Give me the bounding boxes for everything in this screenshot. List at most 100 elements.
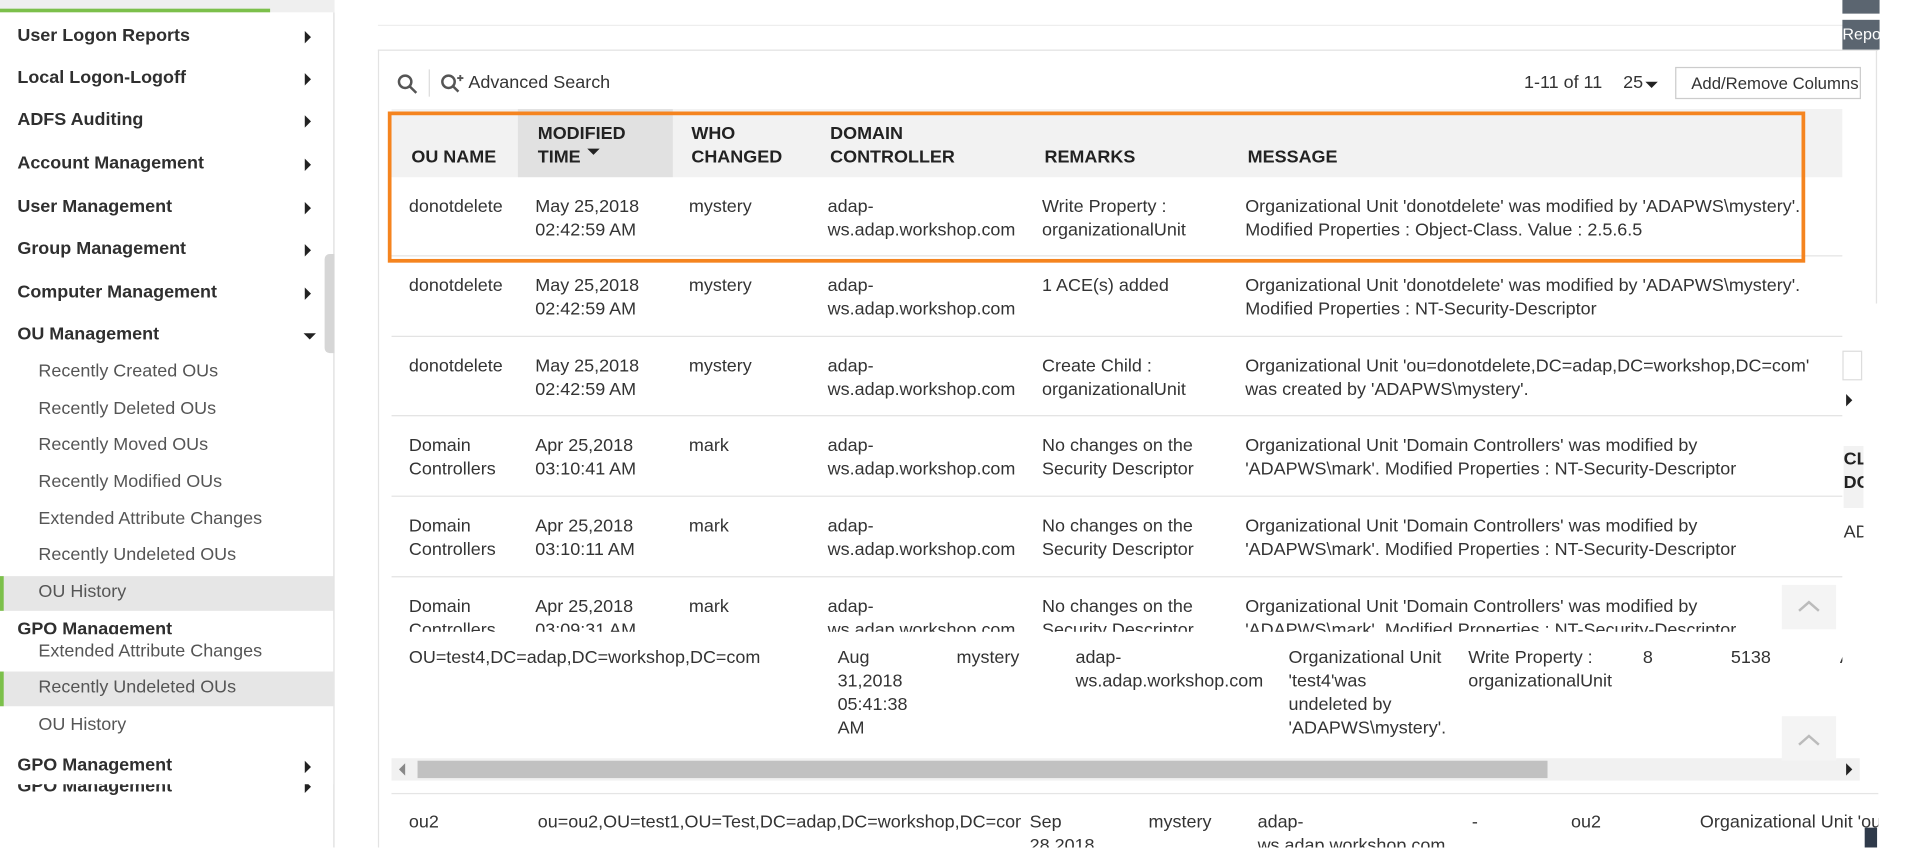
page-size[interactable]: 25 xyxy=(1623,73,1644,93)
panel-edge xyxy=(1875,49,1878,304)
table-cell: donotdelete xyxy=(408,356,503,377)
scrollbar-thumb[interactable] xyxy=(417,760,1548,779)
menu-item[interactable]: GPO Management xyxy=(17,619,173,635)
search-icon[interactable] xyxy=(396,73,418,95)
submenu-item[interactable]: Recently Moved OUs xyxy=(38,434,209,455)
table-cell: Organizational Unit 'Domain Controllers'… xyxy=(1245,516,1737,561)
overlay-menu: Extended Attribute Changes Recently Undel… xyxy=(0,634,334,785)
table-cell: Organizational Unit 'ou=donotdelete,DC=a… xyxy=(1245,356,1810,401)
menu-arrow xyxy=(304,244,311,257)
sorted-column-header xyxy=(517,109,673,178)
active-tab-indicator xyxy=(0,8,271,13)
menu-item[interactable]: GPO Management xyxy=(17,755,173,776)
menu-item[interactable]: User Management xyxy=(17,197,173,217)
scroll-left[interactable] xyxy=(398,763,406,776)
pagination: 1-11 of 11 xyxy=(1523,73,1603,93)
selected-item-bg xyxy=(0,671,334,707)
menu-arrow xyxy=(304,760,311,774)
scroll-top-button[interactable] xyxy=(1781,716,1837,761)
menu-item[interactable]: Group Management xyxy=(17,239,187,259)
row-separator xyxy=(391,495,1843,497)
table-cell: mystery xyxy=(1148,812,1212,833)
submenu-item[interactable]: Recently Undeleted OUs xyxy=(38,545,237,565)
divider xyxy=(377,24,1878,27)
row-separator xyxy=(391,335,1843,338)
submenu-item[interactable]: Extended Attribute Changes xyxy=(38,641,263,662)
table-cell: No changes on the Security Descriptor xyxy=(1041,597,1194,632)
menu-item[interactable]: ADFS Auditing xyxy=(17,110,144,131)
submenu-item[interactable]: Recently Undeleted OUs xyxy=(38,677,237,698)
table-cell: mark xyxy=(688,597,729,618)
advanced-search-icon[interactable] xyxy=(440,73,465,95)
bottom-row: ou2 ou=ou2,OU=test1,OU=Test,DC=adap,DC=wo… xyxy=(391,792,1879,848)
table-cell: mystery xyxy=(688,197,752,217)
sidebar-splitter[interactable] xyxy=(324,253,335,354)
advanced-search[interactable]: Advanced Search xyxy=(468,73,611,93)
table-cell: No changes on the Security Descriptor xyxy=(1041,436,1194,480)
table-cell: Organizational Unit 'donotdelete' was mo… xyxy=(1245,276,1801,320)
table-cell: Domain Controllers xyxy=(408,516,496,561)
row-separator xyxy=(391,576,1843,578)
submenu-item[interactable]: OU History xyxy=(38,582,127,603)
column-header[interactable]: MODIFIED TIME xyxy=(537,123,626,168)
menu-item[interactable]: OU Management xyxy=(17,324,160,345)
submenu-item[interactable]: OU History xyxy=(38,714,127,735)
next-fragment[interactable] xyxy=(1846,394,1853,407)
menu-item[interactable]: GPO Management xyxy=(17,784,173,797)
sort-indicator xyxy=(587,148,600,155)
menu-item[interactable]: User Logon Reports xyxy=(17,26,191,46)
menu-item[interactable]: Local Logon-Logoff xyxy=(17,68,186,88)
table-cell: 8 xyxy=(1642,647,1653,668)
column-header[interactable]: WHO CHANGED xyxy=(691,123,783,168)
submenu-item[interactable]: Recently Modified OUs xyxy=(38,472,223,492)
table-cell: Organizational Unit 'donotdelete' was mo… xyxy=(1245,197,1801,241)
table-cell: adap-ws.adap.workshop.com xyxy=(827,276,1016,320)
selected-item-marker xyxy=(0,576,4,611)
cell-fragment: AD xyxy=(1843,522,1864,543)
table-cell: Organizational Unit 'ou=ou2,OU=test1,O xyxy=(1699,812,1878,833)
table-cell: OU=test4,DC=adap,DC=workshop,DC=com xyxy=(408,647,761,668)
scroll-top-button[interactable] xyxy=(1781,584,1837,630)
submenu-item[interactable]: Recently Deleted OUs xyxy=(38,398,217,419)
clipped-menu-item: GPO Management xyxy=(0,784,333,797)
submenu-item[interactable]: Recently Created OUs xyxy=(38,361,219,382)
menu-arrow xyxy=(304,73,311,86)
column-header[interactable]: OU NAME xyxy=(411,147,497,168)
table-cell: Create Child : organizationalUnit xyxy=(1041,356,1186,401)
menu-item[interactable]: Account Management xyxy=(17,153,205,174)
table-cell: adap-ws.adap.workshop.com xyxy=(827,356,1016,401)
table-cell: ou2 xyxy=(408,812,439,833)
submenu-item[interactable]: Extended Attribute Changes xyxy=(38,509,263,530)
menu-arrow xyxy=(304,158,311,171)
scroll-right[interactable] xyxy=(1846,763,1853,776)
table-cell: AD xyxy=(1840,647,1842,671)
table-cell: mark xyxy=(688,516,729,537)
table-cell: adap-ws.adap.workshop.com xyxy=(1075,647,1264,692)
table-cell: ou2 xyxy=(1571,812,1602,833)
table-cell: Apr 25,2018 03:09:31 AM xyxy=(535,597,637,632)
table-cell: ou=ou2,OU=test1,OU=Test,DC=adap,DC=works… xyxy=(537,812,1021,833)
column-header[interactable]: DOMAIN CONTROLLER xyxy=(830,123,955,168)
menu-arrow xyxy=(304,30,311,44)
table-cell: Sep 28,2018 xyxy=(1029,812,1095,848)
report-panel xyxy=(377,49,1879,848)
selected-item-marker xyxy=(0,671,4,707)
table-cell: - xyxy=(1471,812,1478,833)
highlight-box xyxy=(387,111,1806,263)
column-header[interactable]: REMARKS xyxy=(1044,147,1136,168)
table-cell: Domain Controllers xyxy=(408,436,496,480)
report-button[interactable]: Repor xyxy=(1842,19,1880,50)
table-cell: Apr 25,2018 03:10:11 AM xyxy=(535,516,635,561)
table-cell: 5138 xyxy=(1730,647,1771,668)
column-header[interactable]: MESSAGE xyxy=(1247,147,1338,168)
table-cell: May 25,2018 02:42:59 AM xyxy=(535,356,640,401)
table-cell: adap-ws.adap.workshop.com xyxy=(827,597,1016,632)
menu-arrow xyxy=(304,784,311,793)
add-remove-columns[interactable]: Add/Remove Columns xyxy=(1675,66,1861,100)
clipped-menu-item: GPO Management xyxy=(0,619,334,635)
button-fragment[interactable] xyxy=(1842,0,1880,14)
table-cell: Write Property : organizationalUnit xyxy=(1041,197,1186,241)
toolbar-separator xyxy=(428,69,430,97)
menu-item[interactable]: Computer Management xyxy=(17,282,217,303)
